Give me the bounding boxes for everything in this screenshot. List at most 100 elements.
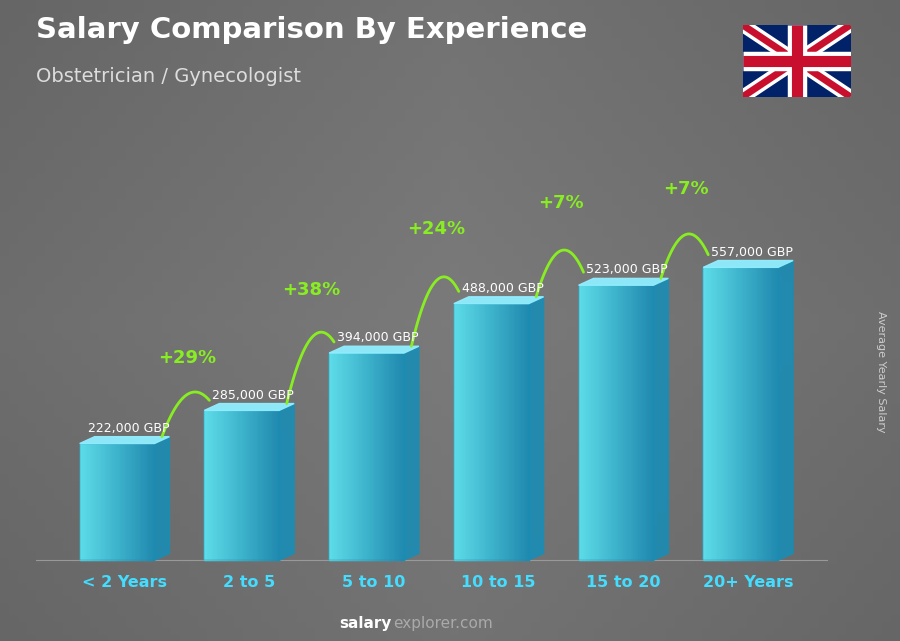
Bar bbox=[459, 304, 462, 560]
Bar bbox=[204, 410, 207, 560]
Bar bbox=[644, 285, 646, 560]
Bar bbox=[359, 353, 362, 560]
Bar bbox=[122, 444, 124, 560]
Bar bbox=[97, 444, 100, 560]
Bar bbox=[137, 444, 139, 560]
Bar bbox=[504, 304, 506, 560]
Polygon shape bbox=[80, 437, 169, 444]
Bar bbox=[224, 410, 227, 560]
Bar bbox=[514, 304, 517, 560]
Bar bbox=[494, 304, 496, 560]
Bar bbox=[472, 304, 473, 560]
Bar bbox=[768, 267, 770, 560]
Bar bbox=[384, 353, 386, 560]
Text: salary: salary bbox=[339, 617, 392, 631]
Bar bbox=[746, 267, 748, 560]
Bar bbox=[344, 353, 346, 560]
Bar bbox=[369, 353, 372, 560]
Bar bbox=[636, 285, 638, 560]
Bar bbox=[386, 353, 389, 560]
Bar bbox=[770, 267, 773, 560]
Bar bbox=[220, 410, 221, 560]
Bar bbox=[104, 444, 107, 560]
Bar bbox=[586, 285, 589, 560]
Bar bbox=[145, 444, 147, 560]
Bar bbox=[237, 410, 239, 560]
Bar bbox=[714, 267, 716, 560]
Bar bbox=[379, 353, 382, 560]
Bar bbox=[728, 267, 731, 560]
Bar bbox=[466, 304, 469, 560]
Text: 222,000 GBP: 222,000 GBP bbox=[87, 422, 169, 435]
Bar bbox=[120, 444, 122, 560]
Text: Obstetrician / Gynecologist: Obstetrician / Gynecologist bbox=[36, 67, 301, 87]
Bar bbox=[82, 444, 85, 560]
Bar bbox=[501, 304, 504, 560]
Bar bbox=[349, 353, 352, 560]
Bar bbox=[269, 410, 272, 560]
Bar bbox=[479, 304, 482, 560]
Bar bbox=[352, 353, 354, 560]
Bar bbox=[596, 285, 599, 560]
Bar bbox=[721, 267, 724, 560]
Bar bbox=[738, 267, 741, 560]
Text: 285,000 GBP: 285,000 GBP bbox=[212, 388, 294, 402]
Text: 523,000 GBP: 523,000 GBP bbox=[587, 263, 668, 276]
Bar bbox=[624, 285, 625, 560]
Bar bbox=[401, 353, 404, 560]
Polygon shape bbox=[454, 297, 544, 304]
Polygon shape bbox=[404, 346, 419, 560]
Bar bbox=[621, 285, 624, 560]
Bar bbox=[499, 304, 501, 560]
Bar bbox=[521, 304, 524, 560]
Bar bbox=[87, 444, 90, 560]
Bar bbox=[227, 410, 230, 560]
Bar bbox=[454, 304, 456, 560]
Bar bbox=[339, 353, 342, 560]
Bar bbox=[394, 353, 397, 560]
Bar bbox=[591, 285, 593, 560]
Polygon shape bbox=[703, 260, 793, 267]
Bar bbox=[646, 285, 648, 560]
Bar bbox=[80, 444, 82, 560]
Bar bbox=[608, 285, 611, 560]
Bar bbox=[511, 304, 514, 560]
Bar bbox=[376, 353, 379, 560]
Bar bbox=[212, 410, 214, 560]
Bar bbox=[372, 353, 374, 560]
Polygon shape bbox=[329, 346, 418, 353]
Bar bbox=[473, 304, 476, 560]
Bar bbox=[741, 267, 743, 560]
Bar bbox=[486, 304, 489, 560]
Bar bbox=[149, 444, 152, 560]
Bar bbox=[272, 410, 274, 560]
Bar bbox=[638, 285, 641, 560]
Bar bbox=[482, 304, 484, 560]
Bar bbox=[626, 285, 628, 560]
Bar bbox=[117, 444, 120, 560]
Bar bbox=[731, 267, 734, 560]
Bar bbox=[255, 410, 256, 560]
Bar bbox=[589, 285, 591, 560]
Bar bbox=[464, 304, 466, 560]
Bar bbox=[506, 304, 508, 560]
Text: +7%: +7% bbox=[538, 194, 584, 212]
Bar bbox=[760, 267, 763, 560]
Bar bbox=[751, 267, 753, 560]
Bar bbox=[491, 304, 494, 560]
Bar bbox=[748, 267, 751, 560]
Bar bbox=[337, 353, 339, 560]
Text: +38%: +38% bbox=[283, 281, 341, 299]
Bar bbox=[397, 353, 399, 560]
Bar bbox=[102, 444, 104, 560]
Bar bbox=[456, 304, 459, 560]
Bar bbox=[496, 304, 499, 560]
Bar bbox=[244, 410, 247, 560]
Bar bbox=[718, 267, 721, 560]
Bar bbox=[601, 285, 604, 560]
Bar bbox=[581, 285, 583, 560]
Bar bbox=[716, 267, 718, 560]
Bar bbox=[342, 353, 344, 560]
Polygon shape bbox=[528, 297, 544, 560]
Bar bbox=[518, 304, 521, 560]
